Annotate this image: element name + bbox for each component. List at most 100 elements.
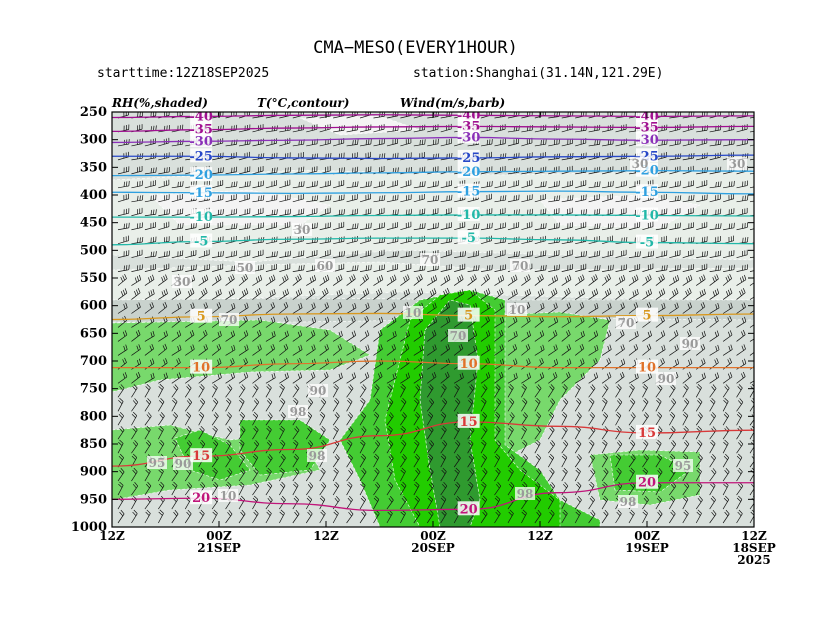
wind-barb: [723, 171, 734, 175]
wind-barb-feather: [704, 251, 706, 257]
wind-barb-feather: [253, 453, 259, 458]
wind-barb-feather: [594, 265, 596, 271]
wind-barb: [211, 387, 218, 398]
wind-barb-feather: [424, 222, 426, 229]
wind-barb-feather: [310, 373, 314, 379]
wind-barb-feather: [593, 317, 596, 323]
wind-barb-feather: [132, 442, 137, 447]
wind-barb: [575, 226, 586, 231]
wind-barb-feather: [256, 289, 260, 295]
wind-barb-feather: [312, 288, 316, 294]
wind-barb-feather: [416, 277, 420, 282]
wind-barb-feather: [217, 167, 220, 173]
wind-barb: [400, 401, 407, 412]
wind-barb: [453, 348, 464, 356]
wind-barb-feather: [609, 302, 612, 308]
wind-barb-feather: [353, 372, 357, 378]
wind-barb: [332, 306, 343, 314]
wind-barb-feather: [213, 383, 218, 388]
wind-barb-feather: [470, 384, 475, 389]
wind-barb-feather: [220, 167, 222, 173]
wind-barb: [696, 293, 706, 300]
wind-barb-feather: [498, 289, 502, 295]
wind-barb-feather: [266, 386, 271, 391]
wind-barb: [359, 320, 369, 328]
wind-barb: [144, 429, 151, 440]
wind-barb-feather: [314, 112, 316, 117]
wind-barb-feather: [322, 277, 326, 283]
wind-barb-feather: [712, 412, 716, 417]
wind-barb: [628, 429, 635, 440]
wind-barb-feather: [593, 289, 597, 295]
wind-barb-feather: [153, 251, 155, 257]
wind-barb: [400, 129, 412, 133]
wind-barb-feather: [527, 343, 531, 349]
wind-barb: [185, 348, 195, 356]
wind-barb: [467, 293, 477, 300]
wind-barb-feather: [401, 467, 406, 472]
wind-barb: [534, 513, 542, 524]
wind-barb-feather: [485, 289, 489, 295]
wind-barb-feather: [515, 372, 518, 378]
wind-barb: [198, 513, 205, 524]
wind-barb-feather: [415, 481, 420, 486]
wind-barb-feather: [178, 288, 182, 294]
wind-barb-feather: [343, 167, 345, 173]
wind-barb-feather: [199, 469, 204, 474]
wind-barb-feather: [293, 483, 298, 488]
wind-barb: [467, 198, 479, 203]
wind-barb-feather: [526, 275, 529, 281]
wind-barb: [158, 362, 168, 370]
wind-barb-feather: [660, 289, 664, 295]
wind-barb-feather: [724, 386, 729, 391]
wind-barb: [736, 443, 744, 454]
wind-barb-feather: [428, 484, 433, 489]
wind-barb: [480, 292, 491, 300]
wind-barb: [413, 198, 425, 203]
wind-barb-feather: [279, 427, 284, 432]
wind-barb: [292, 334, 303, 342]
wind-barb: [494, 387, 501, 398]
wind-barb-feather: [674, 360, 678, 366]
wind-barb-feather: [562, 386, 567, 391]
wind-barb-feather: [542, 344, 545, 350]
wind-barb: [736, 212, 748, 217]
wind-barb-feather: [245, 273, 248, 279]
wind-barb-feather: [244, 303, 247, 309]
wind-barb-feather: [622, 302, 625, 308]
wind-barb-feather: [589, 441, 594, 446]
wind-barb: [252, 387, 259, 398]
wind-barb-feather: [393, 344, 397, 349]
wind-barb-feather: [717, 139, 720, 145]
wind-barb: [601, 443, 608, 454]
wind-barb-feather: [499, 359, 503, 365]
wind-barb: [669, 170, 681, 175]
wind-barb-feather: [348, 495, 353, 501]
wind-barb-feather: [514, 344, 518, 349]
wind-barb: [279, 387, 285, 398]
wind-barb-feather: [536, 481, 541, 486]
wind-barb-feather: [179, 265, 182, 271]
wind-barb-feather: [443, 290, 446, 296]
wind-barb-feather: [378, 318, 382, 324]
wind-barb-feather: [620, 331, 623, 337]
wind-barb: [144, 335, 155, 342]
wind-barb-feather: [239, 483, 244, 488]
wind-barb-feather: [150, 332, 153, 338]
wind-barb-feather: [645, 277, 648, 283]
wind-barb-feather: [562, 428, 567, 433]
wind-barb-feather: [395, 209, 397, 215]
wind-barb-feather: [580, 290, 583, 296]
wind-barb-feather: [252, 414, 257, 418]
wind-barb-feather: [280, 467, 285, 472]
wind-barb: [615, 268, 627, 272]
wind-barb: [373, 485, 381, 496]
wind-barb-feather: [603, 386, 608, 391]
wind-barb-feather: [682, 497, 688, 502]
wind-barb-feather: [595, 372, 599, 378]
wind-barb-feather: [276, 209, 278, 215]
wind-barb-feather: [716, 330, 720, 336]
wind-barb: [386, 416, 394, 426]
wind-barb: [723, 129, 734, 133]
wind-barb: [494, 292, 504, 300]
